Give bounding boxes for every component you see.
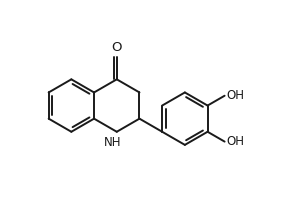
Text: OH: OH	[226, 135, 244, 148]
Text: O: O	[112, 41, 122, 54]
Text: NH: NH	[104, 136, 122, 149]
Text: OH: OH	[226, 89, 244, 102]
